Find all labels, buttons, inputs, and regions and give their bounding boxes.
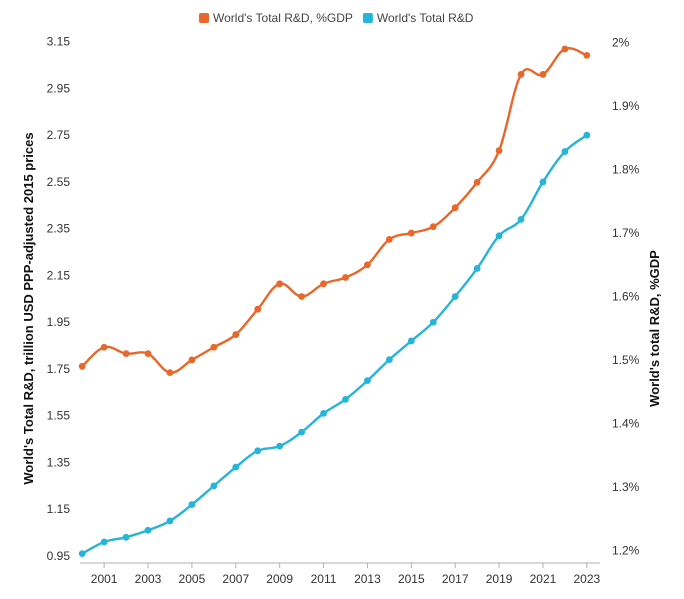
data-point-gdp bbox=[385, 235, 393, 243]
data-point-gdp bbox=[166, 369, 174, 377]
y-right-axis-title: World's total R&D, %GDP bbox=[647, 250, 662, 407]
data-point-gdp bbox=[78, 362, 86, 370]
axes: 2001 2003 2005 2007 2009 2011 2013 2015 2017 2019… bbox=[21, 35, 662, 586]
data-point-gdp bbox=[539, 71, 547, 78]
data-point-total bbox=[495, 232, 503, 240]
data-point-total bbox=[144, 526, 152, 534]
y-left-tick-label: 1.55 bbox=[47, 409, 71, 423]
legend-swatch-gdp bbox=[199, 13, 209, 23]
y-left-tick-label: 0.95 bbox=[47, 549, 71, 563]
data-point-gdp bbox=[298, 293, 306, 300]
data-point-total bbox=[100, 538, 108, 546]
data-point-total bbox=[320, 409, 327, 417]
x-tick-label: 2003 bbox=[135, 572, 162, 586]
y-left-tick-label: 1.35 bbox=[47, 455, 71, 469]
x-tick-label: 2023 bbox=[573, 572, 600, 586]
series-line-gdp bbox=[81, 47, 588, 374]
data-point-total bbox=[298, 428, 306, 436]
y-right-tick-label: 2% bbox=[612, 36, 630, 50]
x-tick-label: 2007 bbox=[222, 572, 249, 586]
data-point-total bbox=[78, 550, 86, 558]
data-point-total bbox=[342, 395, 349, 403]
legend-label-gdp: World's Total R&D, %GDP bbox=[213, 11, 353, 25]
data-point-total bbox=[210, 482, 218, 490]
y-right-tick-label: 1.7% bbox=[612, 226, 640, 240]
series-layer bbox=[78, 45, 591, 558]
x-tick-label: 2009 bbox=[266, 572, 293, 586]
data-point-total bbox=[385, 356, 393, 364]
y-left-tick-label: 2.75 bbox=[47, 128, 71, 142]
data-point-gdp bbox=[451, 204, 459, 212]
legend-swatch-total bbox=[362, 13, 373, 23]
data-point-total bbox=[561, 148, 569, 155]
data-point-gdp bbox=[232, 331, 240, 338]
data-point-gdp bbox=[144, 350, 152, 358]
y-right-tick-label: 1.6% bbox=[612, 290, 640, 304]
x-tick-label: 2017 bbox=[442, 572, 469, 586]
y-right-tick-label: 1.2% bbox=[612, 543, 640, 557]
x-tick-label: 2015 bbox=[398, 572, 425, 586]
y-left-tick-label: 1.95 bbox=[47, 315, 71, 329]
data-point-gdp bbox=[210, 343, 218, 351]
data-point-total bbox=[122, 533, 130, 541]
y-left-tick-label: 1.15 bbox=[47, 502, 71, 516]
data-point-total bbox=[232, 463, 240, 471]
data-point-gdp bbox=[342, 274, 349, 281]
x-tick-label: 2021 bbox=[530, 572, 557, 586]
data-point-gdp bbox=[583, 51, 591, 59]
y-left-tick-label: 2.35 bbox=[47, 222, 71, 236]
data-point-gdp bbox=[561, 45, 569, 53]
y-right-tick-label: 1.4% bbox=[612, 416, 640, 430]
data-point-total bbox=[429, 318, 437, 326]
y-right-tick-label: 1.3% bbox=[612, 480, 640, 494]
data-point-gdp bbox=[100, 343, 108, 351]
data-point-gdp bbox=[495, 147, 503, 154]
y-left-tick-label: 3.15 bbox=[47, 35, 71, 49]
y-left-tick-label: 2.15 bbox=[47, 268, 71, 282]
legend: World's Total R&D, %GDP World's Total R&D bbox=[199, 11, 474, 25]
data-point-total bbox=[583, 131, 591, 139]
legend-label-total: World's Total R&D bbox=[377, 11, 474, 25]
data-point-total bbox=[473, 265, 481, 272]
y-left-tick-label: 2.95 bbox=[47, 81, 71, 95]
data-point-total bbox=[188, 501, 196, 508]
x-tick-label: 2001 bbox=[91, 572, 118, 586]
data-point-gdp bbox=[320, 280, 327, 288]
data-point-gdp bbox=[254, 305, 262, 313]
x-tick-label: 2011 bbox=[311, 572, 337, 586]
data-point-gdp bbox=[429, 223, 437, 231]
y-left-tick-label: 1.75 bbox=[47, 362, 71, 376]
y-right-tick-label: 1.8% bbox=[612, 163, 640, 177]
data-point-total bbox=[276, 442, 284, 450]
data-point-gdp bbox=[364, 261, 371, 269]
y-left-axis-title: World's Total R&D, trillion USD PPP-adju… bbox=[21, 132, 36, 484]
y-left-tick-label: 2.55 bbox=[47, 175, 71, 189]
series-line-total bbox=[81, 134, 588, 555]
data-point-gdp bbox=[276, 280, 284, 288]
data-point-gdp bbox=[407, 229, 415, 237]
data-point-total bbox=[254, 447, 262, 455]
x-tick-label: 2005 bbox=[179, 572, 206, 586]
data-point-gdp bbox=[517, 71, 525, 78]
data-point-total bbox=[517, 215, 525, 223]
y-right-tick-label: 1.5% bbox=[612, 353, 640, 367]
data-point-gdp bbox=[188, 356, 196, 364]
data-point-total bbox=[166, 517, 174, 525]
x-tick-label: 2019 bbox=[486, 572, 513, 586]
data-point-total bbox=[539, 178, 547, 186]
data-point-gdp bbox=[473, 178, 481, 186]
data-point-gdp bbox=[122, 350, 130, 358]
data-point-total bbox=[364, 377, 371, 385]
data-point-total bbox=[407, 337, 415, 345]
y-right-tick-label: 1.9% bbox=[612, 99, 640, 113]
data-point-total bbox=[451, 293, 459, 300]
x-tick-label: 2013 bbox=[354, 572, 381, 586]
